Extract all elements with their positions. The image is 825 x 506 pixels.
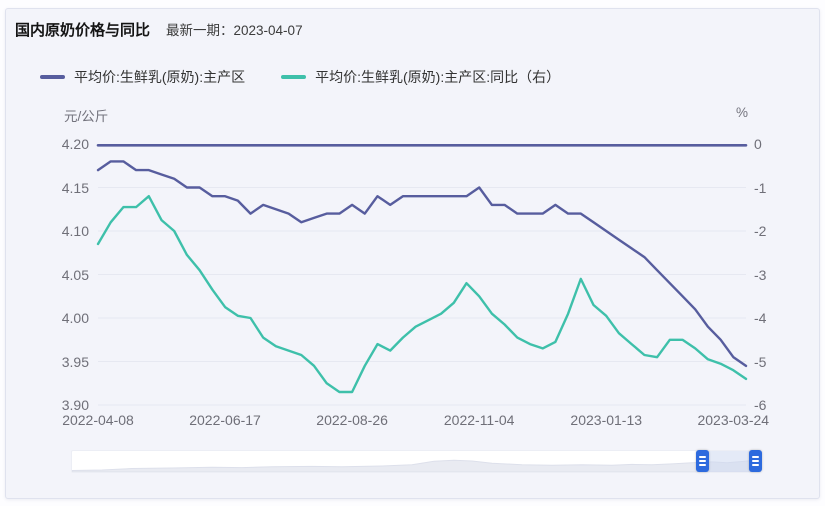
x-axis-tick-label: 2022-04-08	[62, 412, 134, 428]
x-axis-tick-label: 2022-11-04	[443, 412, 515, 428]
page-title: 国内原奶价格与同比	[15, 22, 151, 39]
chart-card: 国内原奶价格与同比 最新一期：2023-04-07 平均价:生鲜乳(原奶):主产区…	[5, 8, 820, 499]
legend-item-yoy[interactable]: 平均价:生鲜乳(原奶):主产区:同比（右）	[281, 67, 560, 87]
x-axis-tick-label: 2023-01-13	[570, 412, 643, 428]
series-line-0	[96, 160, 748, 368]
right-axis-tick-label: -5	[754, 353, 767, 370]
right-axis-tick-label: -2	[754, 223, 767, 239]
x-axis: 2022-04-08 2022-06-17 2022-08-26 2022-11-04…	[62, 412, 769, 430]
plot-area[interactable]	[96, 143, 748, 406]
datazoom-left-handle-icon[interactable]	[695, 450, 709, 472]
x-axis-tick-label: 2023-03-24	[697, 412, 770, 428]
right-axis-tick-label: -3	[754, 266, 767, 283]
right-axis-unit-label: %	[736, 105, 749, 120]
left-axis-tick-label: 4.10	[61, 223, 89, 239]
x-axis-tick-label: 2022-08-26	[316, 412, 388, 428]
datazoom-right-handle-icon[interactable]	[748, 450, 762, 472]
left-axis-tick-label: 3.90	[61, 397, 89, 413]
legend-label: 平均价:生鲜乳(原奶):主产区:同比（右）	[315, 69, 561, 85]
latest-period-label: 最新一期：2023-04-07	[166, 23, 303, 38]
line-chart-canvas	[96, 143, 748, 406]
right-axis-tick-label: -6	[754, 397, 767, 413]
left-axis-tick-label: 4.15	[61, 179, 89, 196]
chart-header: 国内原奶价格与同比 最新一期：2023-04-07	[15, 19, 810, 49]
legend-item-price[interactable]: 平均价:生鲜乳(原奶):主产区	[40, 67, 245, 87]
legend-line-swatch	[40, 74, 65, 80]
left-axis-unit-label: 元/公斤	[64, 109, 109, 124]
right-axis-tick-label: 0	[754, 136, 762, 152]
datazoom-shadow-area	[72, 459, 760, 472]
datazoom-selected-window[interactable]	[702, 451, 755, 472]
series-line-1	[96, 195, 748, 394]
left-axis-tick-label: 3.95	[61, 353, 89, 370]
x-axis-tick-label: 2022-06-17	[189, 412, 261, 428]
left-axis-tick-label: 4.05	[61, 266, 89, 283]
right-axis-tick-label: -4	[754, 310, 767, 326]
left-axis-tick-label: 4.00	[61, 310, 89, 326]
legend-line-swatch	[281, 74, 307, 80]
datazoom-slider[interactable]	[71, 450, 762, 473]
left-axis-tick-label: 4.20	[61, 136, 89, 152]
legend-label: 平均价:生鲜乳(原奶):主产区	[74, 69, 246, 85]
right-axis-tick-label: -1	[754, 179, 767, 196]
legend: 平均价:生鲜乳(原奶):主产区 平均价:生鲜乳(原奶):主产区:同比（右）	[40, 67, 560, 87]
